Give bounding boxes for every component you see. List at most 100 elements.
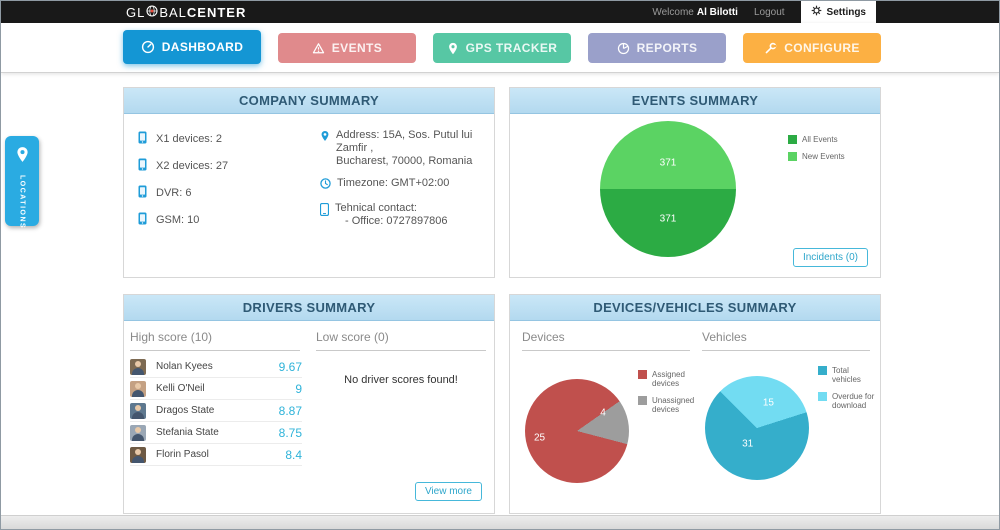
tab-gps-label: GPS TRACKER [465,41,558,55]
company-summary-panel: COMPANY SUMMARY X1 devices: 2 X2 devices… [123,87,495,278]
devices-vehicles-body: Devices Vehicles 25 4 Assigned devices U… [510,322,880,513]
incidents-button[interactable]: Incidents (0) [792,248,868,267]
welcome-label: Welcome [652,6,694,18]
device-count-item: X1 devices: 2 [138,125,228,152]
sidebar-tab-locations[interactable]: LOCATIONS [5,136,39,230]
logo-text-gl: GL [126,4,146,20]
new-events-label: New Events [802,152,845,161]
total-vehicles-value: 31 [742,438,754,450]
mobile-device-icon [138,158,147,174]
events-summary-body: 371 371 All Events New Events Incidents … [510,115,880,277]
unassigned-swatch [638,396,647,405]
logo-text-center: CENTER [186,4,247,20]
events-new-slice-value: 371 [659,157,677,169]
legend-item-assigned: Assigned devices [638,370,696,388]
legend-item-new-events: New Events [788,152,858,161]
driver-avatar [130,424,146,441]
low-score-empty-text: No driver scores found! [344,374,458,386]
driver-name: Nolan Kyees [156,361,213,372]
settings-button[interactable]: Settings [800,1,876,23]
warning-triangle-icon [312,42,325,55]
driver-name: Florin Pasol [156,449,209,460]
events-summary-panel: EVENTS SUMMARY 371 371 All Events New Ev… [509,87,881,278]
driver-avatar [130,402,146,419]
device-count-item: GSM: 10 [138,206,228,233]
tab-configure[interactable]: CONFIGURE [743,33,881,63]
unassigned-label: Unassigned devices [652,396,695,414]
tab-dashboard-label: DASHBOARD [161,40,244,54]
gear-icon [811,5,822,19]
legend-item-overdue: Overdue for download [818,392,876,410]
overdue-vehicles-value: 15 [762,397,774,409]
mobile-device-icon [138,185,147,201]
legend-item-unassigned: Unassigned devices [638,396,696,414]
company-summary-body: X1 devices: 2 X2 devices: 27 DVR: 6 GSM:… [124,115,494,277]
mobile-device-icon [138,131,147,147]
driver-avatar [130,380,146,397]
driver-row[interactable]: Florin Pasol 8.4 [130,444,302,466]
new-events-swatch [788,152,797,161]
device-count-item: DVR: 6 [138,179,228,206]
tab-reports[interactable]: REPORTS [588,33,726,63]
address-line-1: Address: 15A, Sos. Putul lui Zamfir , [336,129,473,154]
driver-name: Kelli O'Neil [156,383,205,394]
map-pin-icon [447,42,459,55]
driver-score: 9 [295,381,302,396]
driver-score: 8.87 [278,403,302,418]
tab-configure-label: CONFIGURE [784,41,860,55]
drivers-summary-panel: DRIVERS SUMMARY High score (10) Low scor… [123,294,495,514]
logo: GL BAL CENTER [126,1,246,23]
events-pie-chart: 371 371 [600,121,736,257]
logout-link[interactable]: Logout [753,6,785,18]
assigned-devices-value: 25 [533,432,546,444]
contact-office: - Office: 0727897806 [345,215,448,227]
company-info: Address: 15A, Sos. Putul lui Zamfir , Bu… [319,129,488,237]
overdue-label: Overdue for download [832,392,875,410]
company-summary-title: COMPANY SUMMARY [124,88,494,114]
username: Al Bilotti [696,6,738,18]
low-score-header: Low score (0) [316,330,486,351]
view-more-button[interactable]: View more [414,482,482,501]
contact-row: Tehnical contact: - Office: 0727897806 [319,202,488,228]
driver-name: Dragos State [156,405,215,416]
device-count-item: X2 devices: 27 [138,152,228,179]
address-row: Address: 15A, Sos. Putul lui Zamfir , Bu… [320,129,488,168]
driver-score: 9.67 [278,359,302,374]
high-score-header: High score (10) [130,330,300,351]
total-vehicles-swatch [818,366,827,375]
device-count-label: GSM: 10 [156,213,200,226]
driver-row[interactable]: Kelli O'Neil 9 [130,378,302,400]
address-pin-icon [320,130,330,168]
high-score-list: Nolan Kyees 9.67 Kelli O'Neil 9 Dragos S… [130,356,302,466]
total-vehicles-label: Total vehicles [832,366,861,384]
driver-row[interactable]: Stefania State 8.75 [130,422,302,444]
assigned-swatch [638,370,647,379]
driver-row[interactable]: Dragos State 8.87 [130,400,302,422]
tab-gps-tracker[interactable]: GPS TRACKER [433,33,571,63]
unassigned-devices-value: 4 [600,407,606,419]
address-text: Address: 15A, Sos. Putul lui Zamfir , Bu… [336,129,488,168]
address-line-2: Bucharest, 70000, Romania [336,155,473,167]
locations-label: LOCATIONS [18,175,26,230]
pie-chart-icon [617,42,630,55]
vehicles-legend: Total vehicles Overdue for download [818,366,876,418]
tab-events[interactable]: EVENTS [278,33,416,63]
events-legend: All Events New Events [788,135,858,169]
device-count-label: DVR: 6 [156,186,192,199]
drivers-summary-title: DRIVERS SUMMARY [124,295,494,321]
topbar-right: Welcome Al Bilotti Logout Settings [652,1,876,23]
wrench-icon [764,42,777,55]
device-count-label: X2 devices: 27 [156,159,229,172]
tab-dashboard[interactable]: DASHBOARD [123,30,261,64]
driver-row[interactable]: Nolan Kyees 9.67 [130,356,302,378]
contact-text: Tehnical contact: - Office: 0727897806 [335,202,448,228]
globe-icon [145,4,159,20]
location-pin-icon [15,146,30,168]
drivers-summary-body: High score (10) Low score (0) Nolan Kyee… [124,322,494,513]
tab-events-label: EVENTS [331,41,383,55]
devices-vehicles-summary-panel: DEVICES/VEHICLES SUMMARY Devices Vehicle… [509,294,881,514]
events-summary-title: EVENTS SUMMARY [510,88,880,114]
driver-avatar [130,358,146,375]
device-count-list: X1 devices: 2 X2 devices: 27 DVR: 6 GSM:… [138,125,228,233]
clock-icon [320,178,331,193]
